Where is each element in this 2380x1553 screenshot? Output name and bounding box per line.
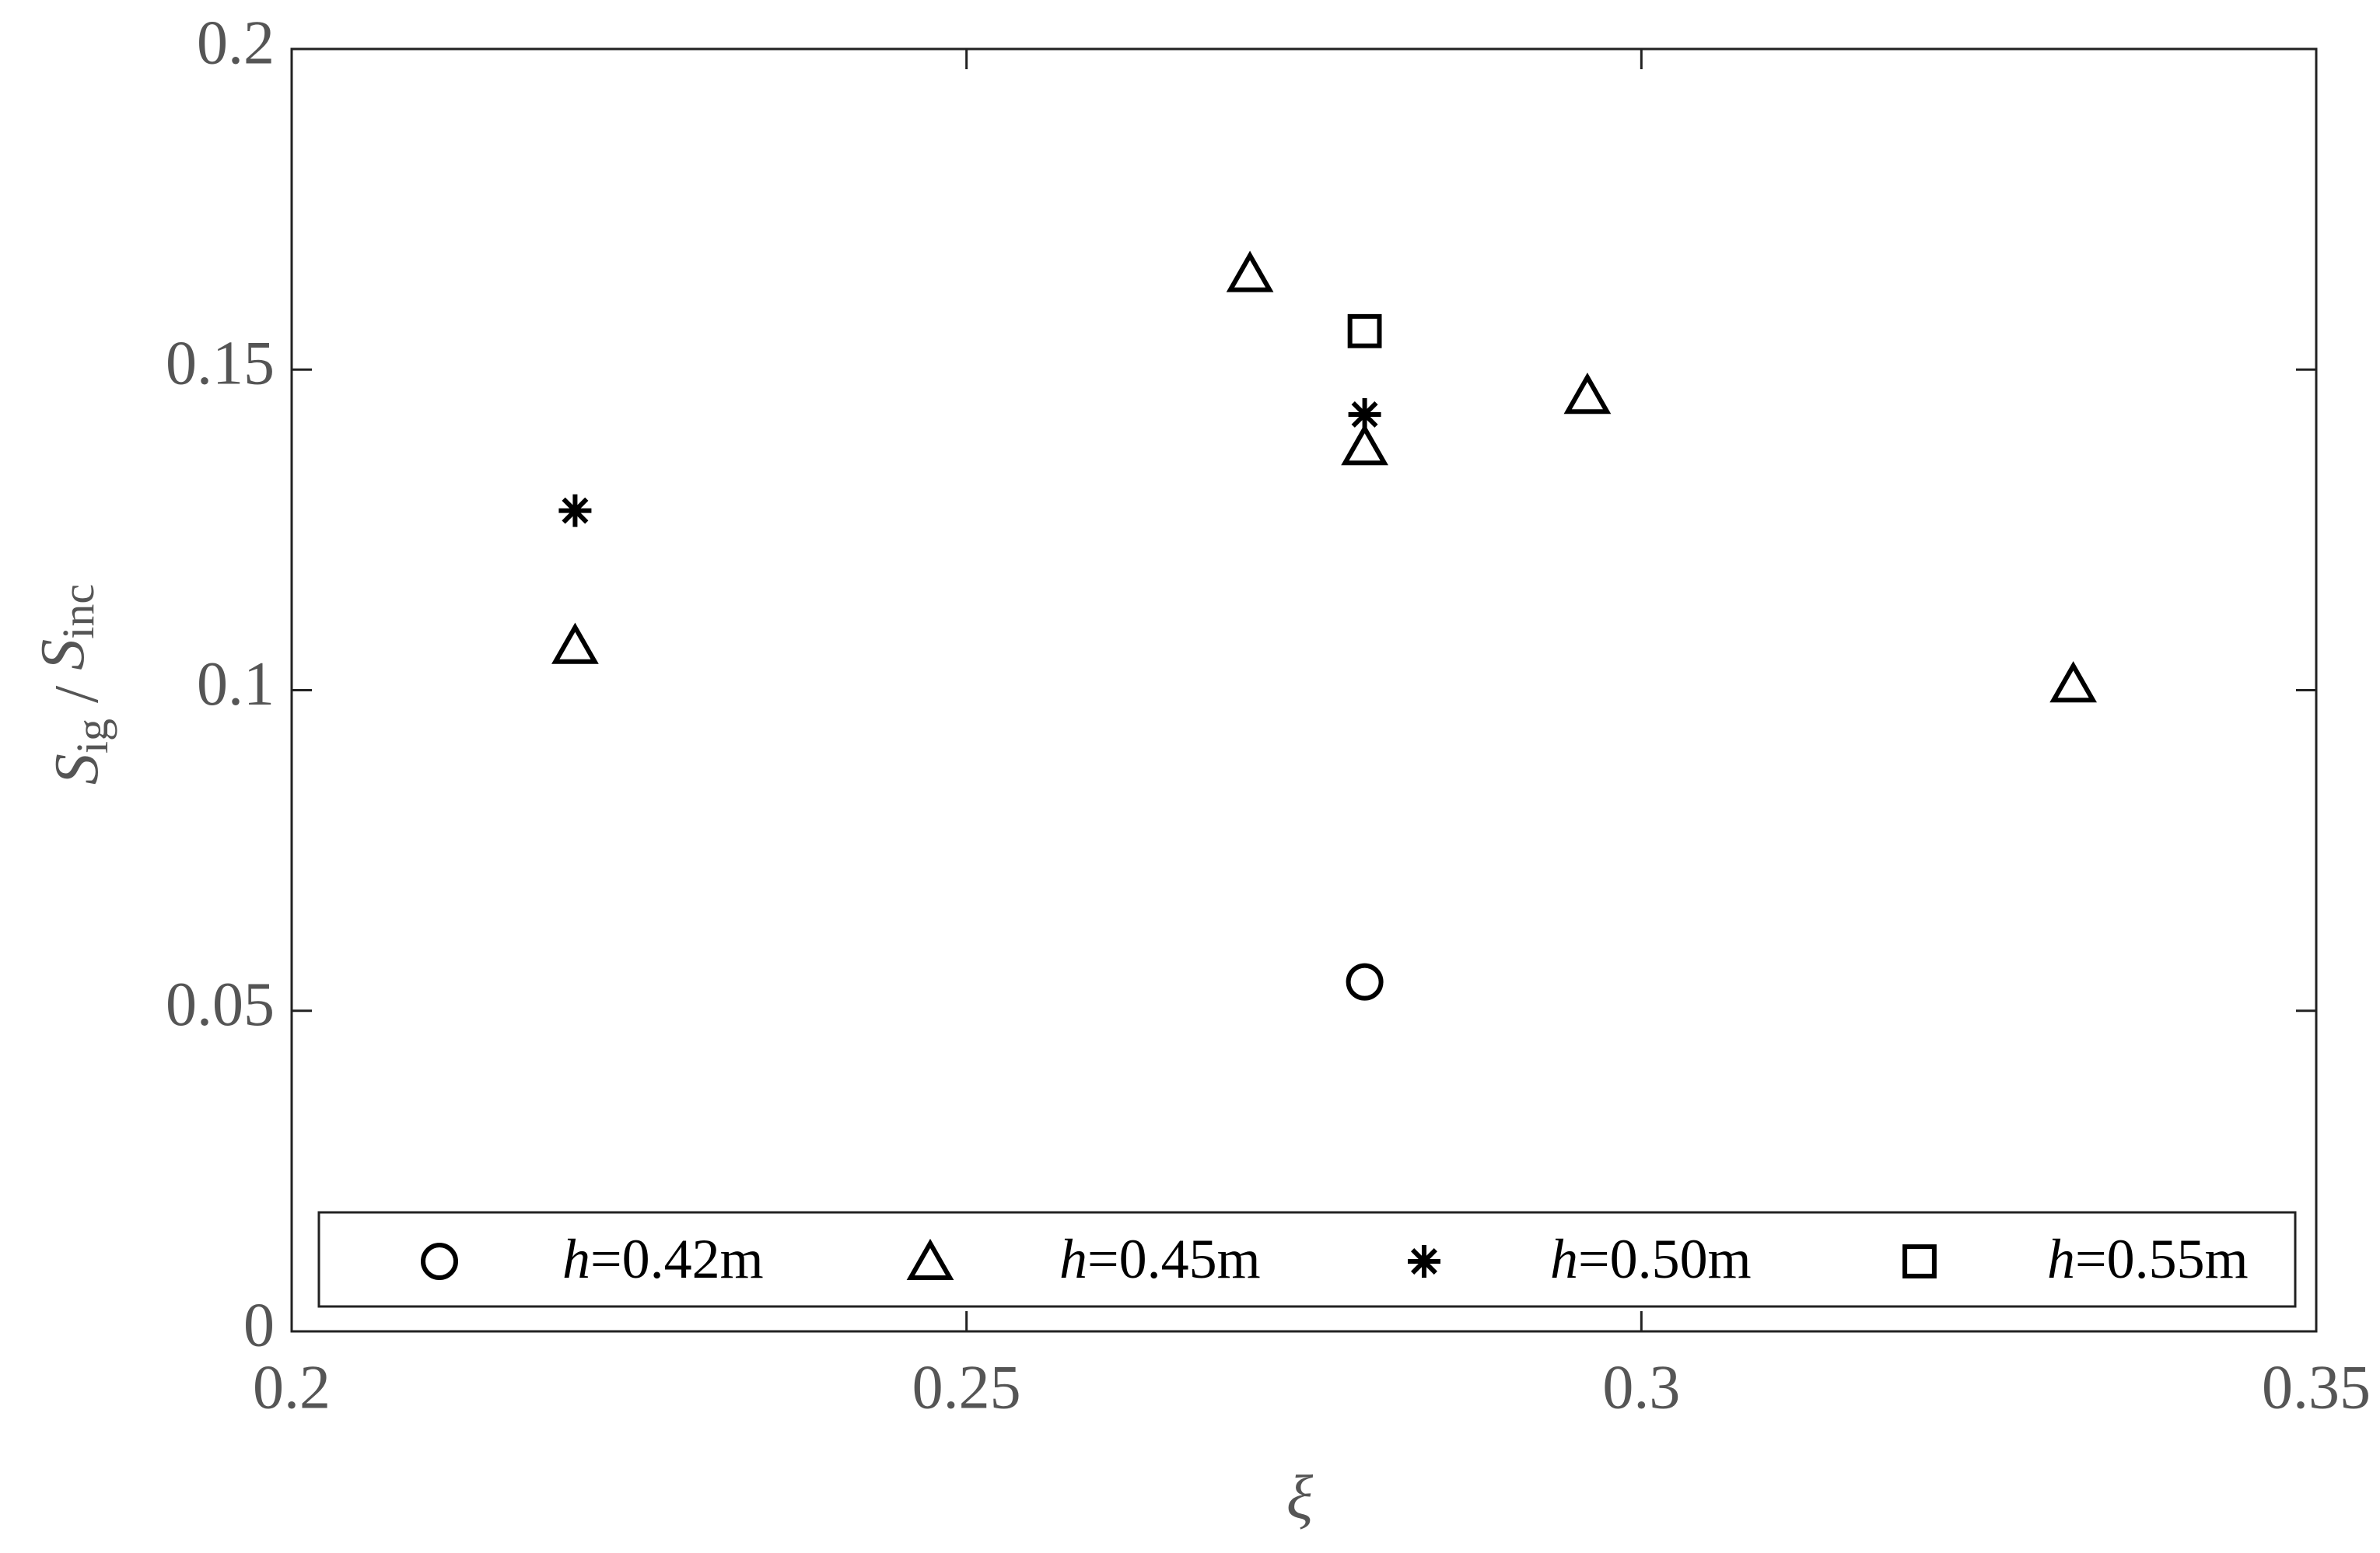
legend-label: h=0.50m [1550,1228,1752,1290]
legend-label-part: =0.42m [590,1228,764,1290]
y-label-part: inc [53,584,103,639]
marker-star [1348,397,1381,431]
marker-triangle [1563,373,1612,414]
y-label-part: S [43,754,111,785]
y-label-part: / [43,670,111,719]
marker-square [1902,1244,1937,1278]
marker-triangle [2049,661,2098,703]
x-tick-label: 0.25 [912,1353,1021,1422]
marker-star [1408,1245,1440,1278]
legend-label-part: =0.45m [1087,1228,1261,1290]
y-label-part: ig [67,719,117,754]
plot-frame [290,47,2318,1333]
legend-label: h=0.45m [1059,1228,1261,1290]
y-axis-label: Sig / Sinc [29,584,117,785]
legend-label-part: h [2047,1228,2075,1290]
marker-circle [1346,963,1384,1001]
legend-label-part: =0.55m [2075,1228,2249,1290]
legend-label-part: h [562,1228,590,1290]
legend-box [317,1211,2297,1308]
legend-label-part: h [1550,1228,1578,1290]
x-axis-label: ξ [1286,1464,1314,1532]
y-label-part: S [29,639,97,670]
x-tick-label: 0.35 [2262,1353,2371,1422]
x-tick-label: 0.3 [1602,1353,1680,1422]
y-tick-label: 0.05 [166,971,275,1039]
legend-label: h=0.55m [2047,1228,2249,1290]
marker-triangle [906,1238,954,1280]
legend-label: h=0.42m [562,1228,764,1290]
legend-label-part: =0.50m [1578,1228,1752,1290]
marker-triangle [1226,250,1274,292]
marker-star [558,494,592,527]
marker-circle [421,1243,458,1280]
y-tick-label: 0 [243,1291,275,1359]
y-tick-label: 0.15 [166,330,275,398]
x-tick-label: 0.2 [253,1353,331,1422]
y-tick-label: 0.2 [197,9,275,77]
marker-square [1347,313,1382,348]
marker-triangle [551,622,599,664]
legend-label-part: h [1059,1228,1087,1290]
y-tick-label: 0.1 [197,650,275,719]
legend: h=0.42m h=0.45m h=0.50m h=0.55m [317,1211,2297,1308]
marker-triangle [1341,424,1388,466]
